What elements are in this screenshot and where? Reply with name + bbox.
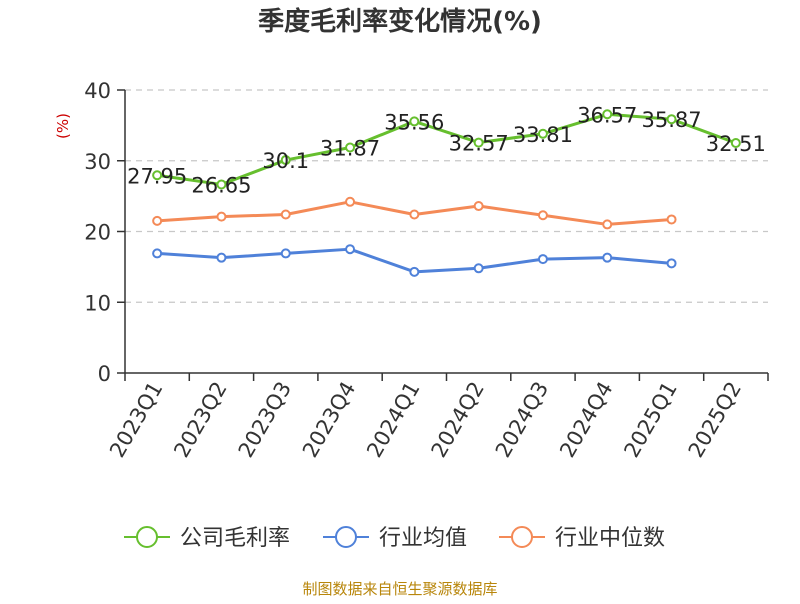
legend-marker-icon	[511, 526, 533, 548]
data-label: 32.51	[706, 132, 766, 156]
x-tick-label: 2023Q1	[105, 378, 167, 462]
data-point	[602, 109, 613, 120]
legend-item[interactable]: 行业均值	[323, 526, 467, 551]
x-tick-label: 2024Q2	[427, 378, 489, 462]
data-label: 35.56	[384, 110, 444, 134]
chart-title: 季度毛利率变化情况(%)	[258, 6, 542, 37]
gridlines	[125, 89, 768, 303]
data-point	[345, 196, 356, 207]
data-point	[666, 258, 677, 269]
x-tick-label: 2024Q3	[491, 378, 553, 462]
y-tick-label: 40	[84, 79, 111, 103]
series-line	[155, 112, 738, 186]
legend: 公司毛利率 行业均值 行业中位数	[124, 526, 665, 551]
data-label: 26.65	[191, 173, 251, 197]
legend-item[interactable]: 行业中位数	[499, 526, 665, 551]
x-tick-label: 2023Q3	[234, 378, 296, 462]
y-tick-label: 20	[84, 221, 111, 245]
data-point	[345, 142, 356, 153]
data-point	[216, 211, 227, 222]
y-axis-label: (%)	[54, 113, 72, 139]
data-point	[152, 248, 163, 259]
data-label: 27.95	[127, 164, 187, 188]
data-point	[216, 179, 227, 190]
legend-label: 行业中位数	[555, 526, 665, 551]
data-point	[409, 116, 420, 127]
data-point	[152, 215, 163, 226]
data-point	[280, 248, 291, 259]
series-1	[152, 244, 677, 277]
x-tick-label: 2024Q1	[362, 378, 424, 462]
data-point	[602, 252, 613, 263]
data-point	[409, 266, 420, 277]
data-point	[280, 155, 291, 166]
data-point	[473, 263, 484, 274]
data-label: 35.87	[641, 108, 701, 132]
series-0	[152, 109, 741, 190]
data-point	[666, 214, 677, 225]
data-label: 30.1	[262, 149, 309, 173]
x-tick-label: 2025Q2	[684, 378, 746, 462]
legend-item[interactable]: 公司毛利率	[124, 526, 290, 551]
source-note: 制图数据来自恒生聚源数据库	[302, 580, 497, 598]
data-point	[602, 219, 613, 230]
data-point	[730, 137, 741, 148]
data-label: 32.57	[449, 132, 509, 156]
data-point	[473, 137, 484, 148]
series-layer	[152, 109, 741, 277]
x-tick-label: 2023Q4	[298, 378, 360, 462]
data-point	[537, 128, 548, 139]
data-point	[216, 252, 227, 263]
data-point	[345, 244, 356, 255]
data-point	[537, 210, 548, 221]
data-point	[280, 209, 291, 220]
legend-marker-icon	[335, 526, 357, 548]
legend-label: 行业均值	[379, 526, 467, 551]
data-point	[473, 201, 484, 212]
data-label: 33.81	[513, 123, 573, 147]
data-point	[537, 254, 548, 265]
legend-marker-icon	[136, 526, 158, 548]
y-tick-label: 0	[98, 362, 111, 386]
x-tick-label: 2024Q4	[555, 378, 617, 462]
data-label: 31.87	[320, 137, 380, 161]
data-label: 36.57	[577, 103, 637, 127]
legend-label: 公司毛利率	[180, 526, 290, 551]
data-point	[152, 170, 163, 181]
data-point	[409, 209, 420, 220]
y-tick-label: 30	[84, 150, 111, 174]
x-tick-label: 2023Q2	[169, 378, 231, 462]
y-tick-label: 10	[84, 291, 111, 315]
x-tick-label: 2025Q1	[619, 378, 681, 462]
series-2	[152, 196, 677, 230]
data-point	[666, 114, 677, 125]
